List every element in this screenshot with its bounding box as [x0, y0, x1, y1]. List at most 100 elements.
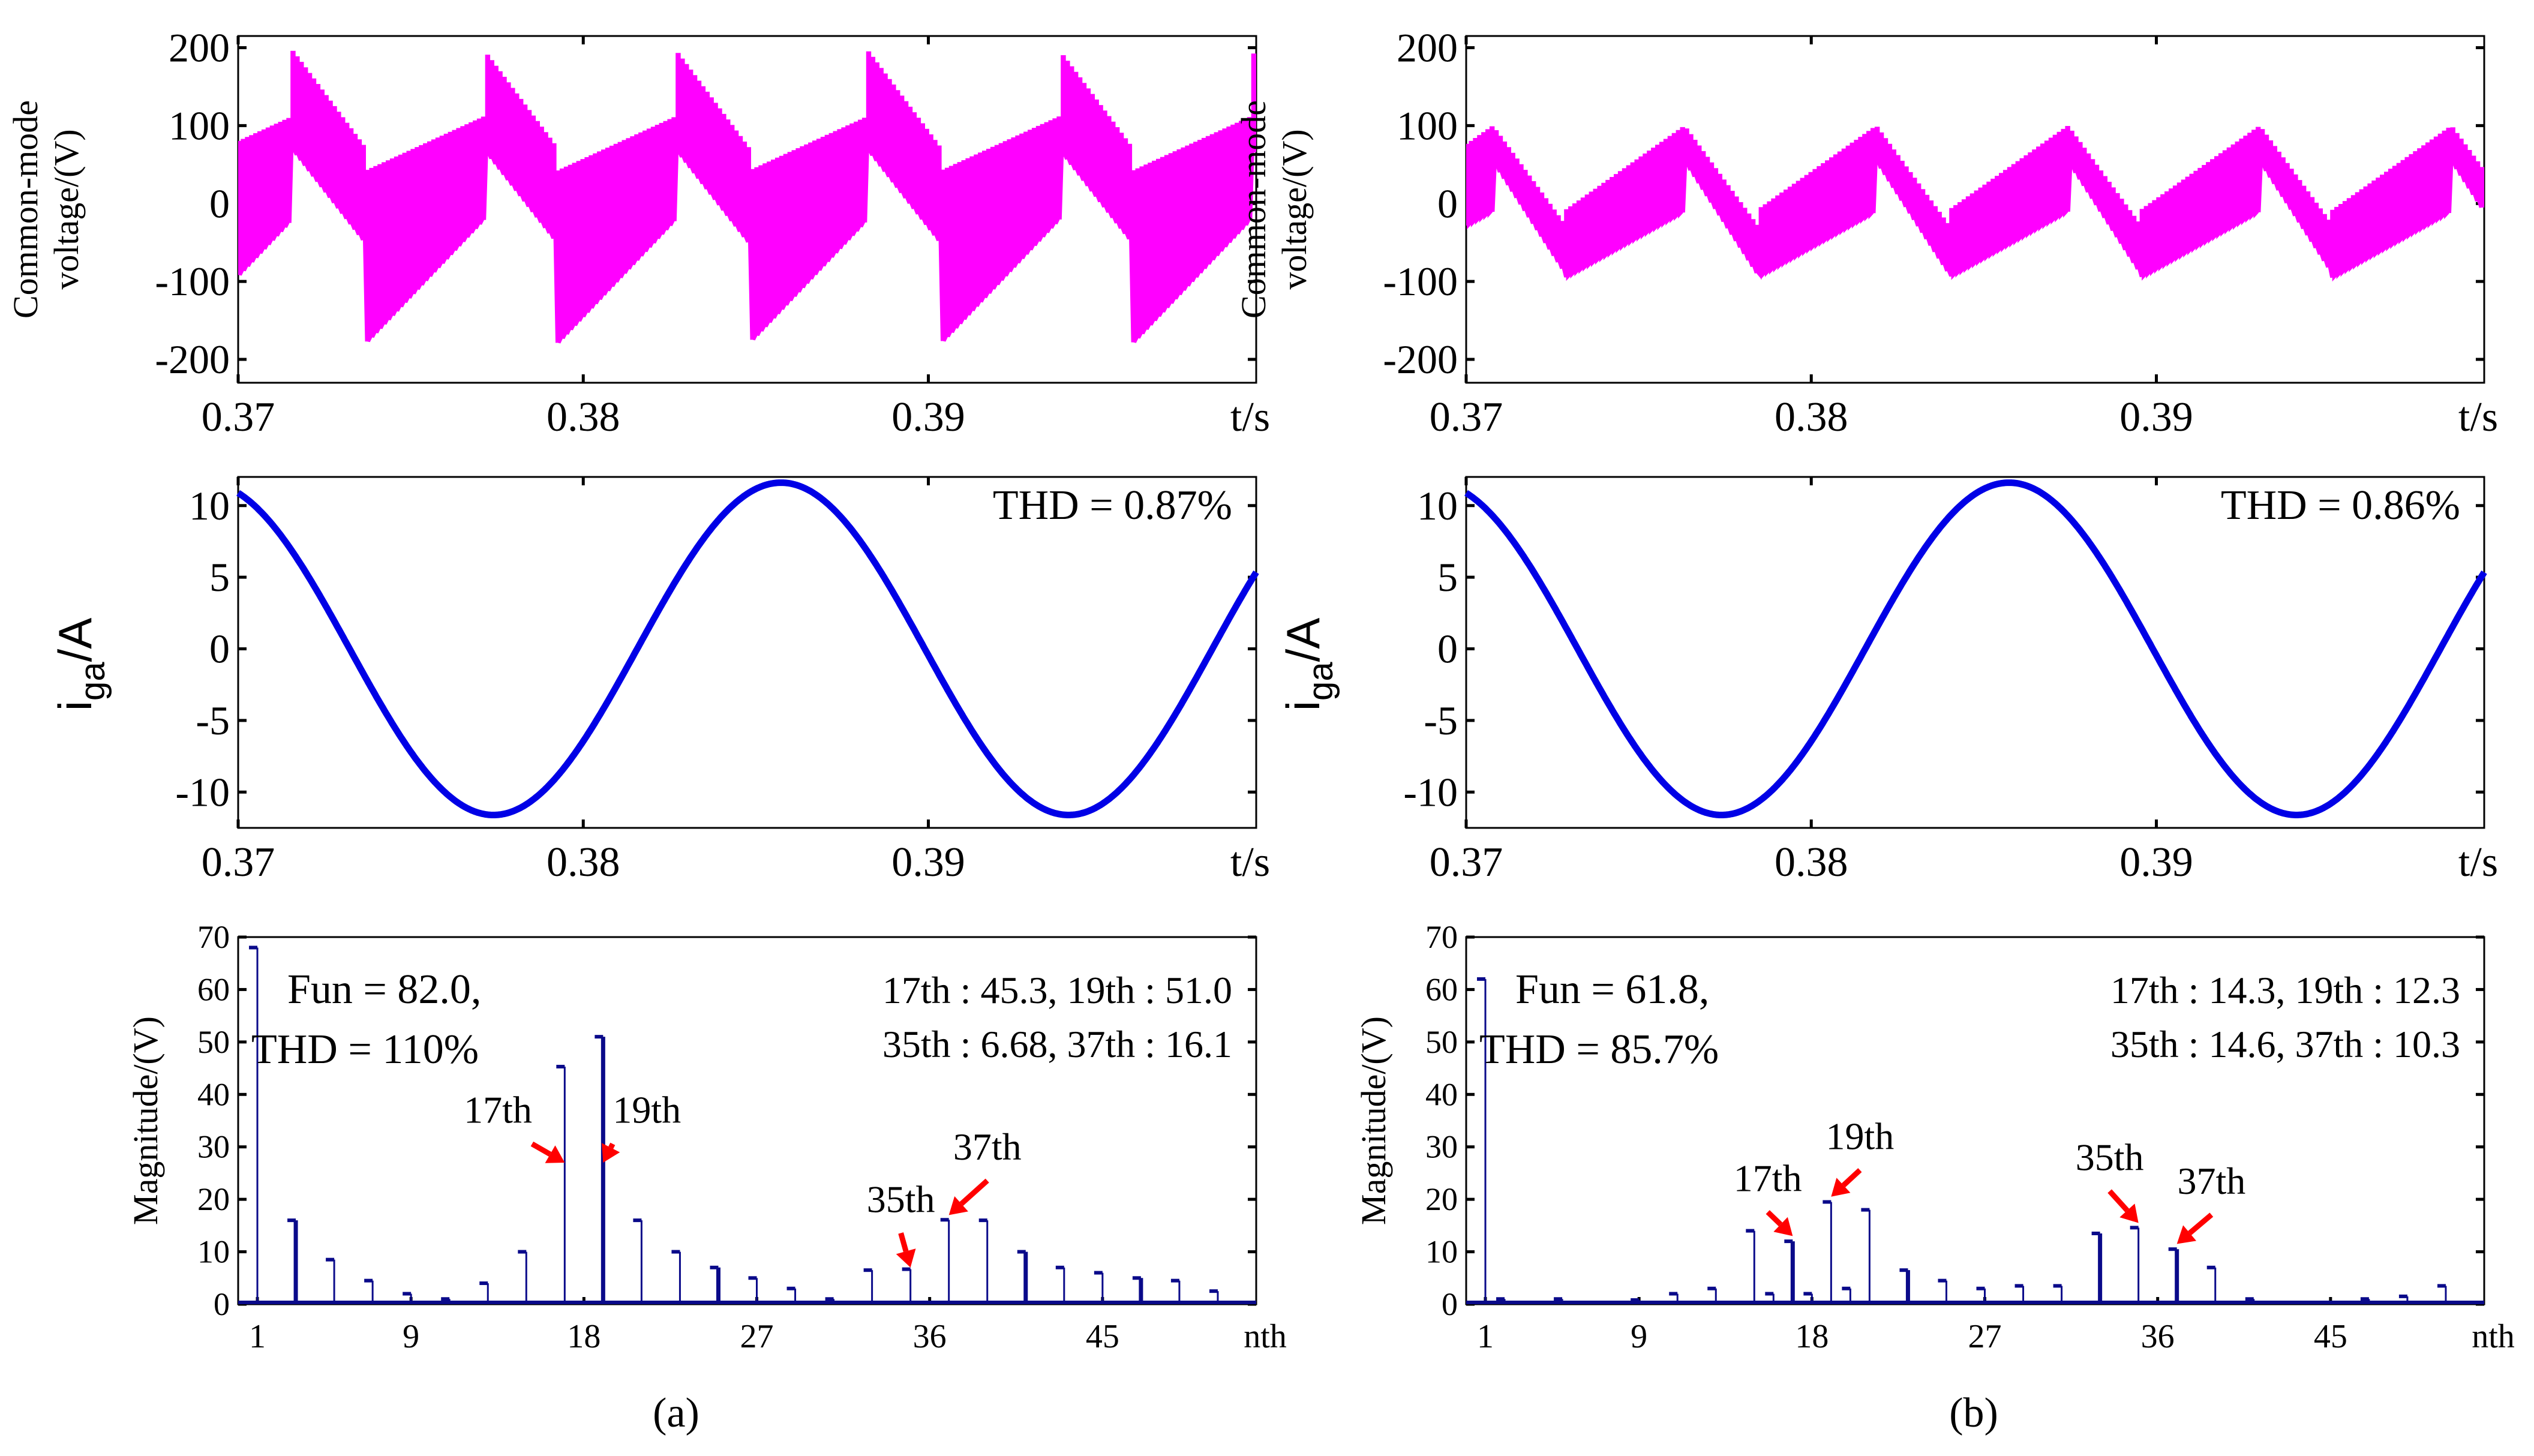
x-tick-label: 9: [403, 1318, 419, 1355]
x-unit-label: t/s: [1230, 394, 1270, 440]
harmonics-text: 17th : 14.3, 19th : 12.3: [2110, 969, 2460, 1011]
x-tick-label: 0.37: [202, 394, 275, 440]
y-tick-label: 30: [1425, 1129, 1458, 1165]
x-tick-label: 0.38: [1775, 394, 1848, 440]
harmonics-text: 17th : 45.3, 19th : 51.0: [882, 969, 1232, 1011]
plot-frame: [1465, 476, 2485, 829]
panel-label: (a): [653, 1390, 699, 1436]
y-tick-label: -5: [196, 698, 230, 743]
annotation-arrow-shaft: [608, 1142, 616, 1149]
x-tick-label: 27: [1968, 1318, 2002, 1355]
x-tick-label: 1: [1477, 1318, 1494, 1355]
y-axis-label-unit: /A: [49, 618, 101, 662]
thd-text: THD = 110%: [251, 1026, 479, 1073]
y-axis-label-subscript: ga: [73, 662, 112, 701]
current-series-line: [236, 479, 1259, 818]
y-tick-label: 60: [197, 971, 230, 1007]
y-tick-label: -200: [1383, 337, 1458, 382]
harmonic-callout-label: 17th: [464, 1089, 532, 1131]
chart-b-voltage: 0.37 0.38 0.39 t/s 200 100 0 -100 -200 Common-mod…: [1234, 25, 2498, 440]
y-tick-label: 20: [1425, 1181, 1458, 1217]
y-axis-label: iga/A: [1277, 618, 1340, 712]
x-tick-label: 36: [913, 1318, 947, 1355]
annotation-arrow-head: [602, 1143, 620, 1163]
y-tick-label: 10: [1417, 483, 1458, 529]
y-axis-label-unit: /A: [1277, 618, 1329, 662]
annotation-arrow-head: [948, 1196, 968, 1215]
voltage-series-line: [1466, 126, 2484, 282]
y-tick-label: 5: [1437, 554, 1458, 600]
y-tick-label: 40: [1425, 1076, 1458, 1112]
y-axis-label-subscript: ga: [1301, 662, 1340, 701]
x-tick-label: 0.38: [547, 839, 620, 885]
annotation-arrow-shaft: [898, 1232, 909, 1253]
y-axis-label: Magnitude/(V): [1354, 1016, 1393, 1225]
x-tick-label: 18: [1795, 1318, 1829, 1355]
harmonic-callout-label: 35th: [867, 1178, 935, 1220]
y-tick-label: -200: [155, 337, 230, 382]
annotation-arrow-head: [2176, 1225, 2197, 1244]
x-tick-label: 36: [2141, 1318, 2175, 1355]
y-tick-label: 70: [1425, 919, 1458, 955]
annotation-arrow-shaft: [2107, 1189, 2130, 1212]
y-tick-label: -10: [1403, 769, 1458, 815]
annotation-arrow-head: [545, 1145, 565, 1163]
annotation-arrow-head: [1773, 1217, 1793, 1236]
x-tick-label: 0.39: [2119, 394, 2193, 440]
chart-a-voltage: 0.37 0.38 0.39 t/s 200 100 0 -100 -200 Common-mod…: [6, 25, 1270, 440]
y-tick-label: 70: [197, 919, 230, 955]
y-tick-label: 20: [197, 1181, 230, 1217]
y-tick-label: 100: [1397, 103, 1458, 148]
x-tick-label: 0.39: [2119, 839, 2193, 885]
annotation-arrow-head: [2119, 1203, 2139, 1223]
y-axis-label: voltage/(V): [1275, 129, 1314, 289]
y-tick-label: 200: [169, 25, 230, 70]
y-tick-label: 30: [197, 1129, 230, 1165]
y-tick-label: -100: [1383, 259, 1458, 304]
x-unit-label: t/s: [2458, 839, 2498, 885]
y-axis-label: Magnitude/(V): [126, 1016, 165, 1225]
annotation-arrow-shaft: [530, 1141, 552, 1157]
x-tick-label: 18: [567, 1318, 601, 1355]
x-unit-label: nth: [2472, 1318, 2515, 1355]
x-tick-label: 0.38: [1775, 839, 1848, 885]
y-axis-label: voltage/(V): [47, 129, 86, 289]
y-tick-label: 10: [1425, 1234, 1458, 1270]
y-tick-label: 10: [197, 1234, 230, 1270]
y-axis-label-main: i: [49, 701, 101, 711]
y-tick-label: 5: [209, 554, 230, 600]
harmonics-text: 35th : 6.68, 37th : 16.1: [882, 1023, 1232, 1065]
x-tick-label: 0.39: [891, 394, 965, 440]
annotation-arrow-head: [896, 1248, 916, 1268]
y-tick-label: 10: [189, 483, 230, 529]
x-tick-label: 27: [740, 1318, 774, 1355]
plot-frame: [237, 476, 1257, 829]
y-tick-label: 0: [214, 1286, 230, 1322]
y-axis-label: iga/A: [49, 618, 112, 712]
y-tick-label: 0: [1437, 626, 1458, 672]
y-tick-label: 50: [1425, 1024, 1458, 1060]
thd-text: THD = 85.7%: [1479, 1026, 1719, 1073]
y-tick-label: -5: [1424, 698, 1458, 743]
x-tick-label: 45: [2314, 1318, 2347, 1355]
harmonic-callout-label: 37th: [2177, 1160, 2245, 1202]
y-axis-label-main: i: [1277, 701, 1329, 711]
y-tick-label: 0: [209, 181, 230, 226]
x-unit-label: t/s: [1230, 839, 1270, 885]
x-tick-label: 45: [1086, 1318, 1119, 1355]
y-tick-label: -10: [175, 769, 230, 815]
x-tick-label: 0.38: [547, 394, 620, 440]
panel-label: (b): [1949, 1390, 1998, 1436]
y-tick-label: 0: [1442, 1286, 1458, 1322]
harmonic-callout-label: 37th: [953, 1125, 1022, 1168]
chart-b-current: 0.37 0.38 0.39 t/s 10 5 0 -5 -10 iga/A THD = 0.86%: [1277, 476, 2498, 885]
annotation-arrow-shaft: [959, 1178, 989, 1206]
x-tick-label: 0.37: [1430, 394, 1503, 440]
fundamental-text: Fun = 61.8,: [1515, 966, 1709, 1013]
thd-annotation: THD = 0.87%: [993, 482, 1232, 529]
y-tick-label: 100: [169, 103, 230, 148]
fundamental-text: Fun = 82.0,: [287, 966, 481, 1013]
chart-b-spectrum: 70 60 50 40 30 20 10 01 9 18 27 36 45 nth Magnitude/(V…: [1354, 919, 2515, 1355]
